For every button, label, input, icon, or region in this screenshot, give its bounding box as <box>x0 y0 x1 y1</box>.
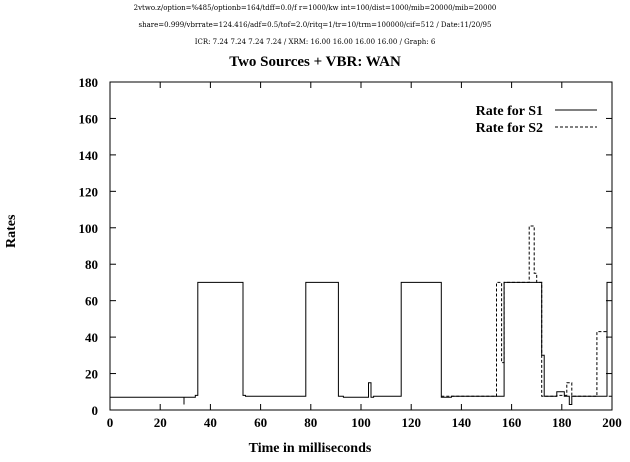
x-tick-label: 160 <box>502 415 522 430</box>
x-tick-label: 20 <box>154 415 167 430</box>
x-tick-label: 40 <box>204 415 217 430</box>
x-tick-label: 100 <box>351 415 371 430</box>
legend-label-s2: Rate for S2 <box>476 121 543 136</box>
chart-title: Two Sources + VBR: WAN <box>229 54 401 70</box>
y-tick-label: 160 <box>79 111 99 126</box>
legend-label-s1: Rate for S1 <box>476 104 543 119</box>
x-tick-label: 140 <box>452 415 472 430</box>
y-tick-label: 60 <box>85 294 98 309</box>
header-line-2: share=0.999/vbrrate=124.416/adf=0.5/tof=… <box>138 21 492 29</box>
y-tick-label: 0 <box>92 403 99 418</box>
series-line-s1 <box>110 281 612 405</box>
header-line-3: ICR: 7.24 7.24 7.24 7.24 / XRM: 16.00 16… <box>194 38 436 46</box>
x-tick-label: 200 <box>602 415 622 430</box>
y-tick-label: 180 <box>79 75 99 90</box>
x-tick-label: 60 <box>254 415 267 430</box>
y-tick-label: 100 <box>79 221 99 236</box>
x-tick-label: 120 <box>401 415 421 430</box>
y-tick-label: 120 <box>79 184 99 199</box>
series-line-s2 <box>441 225 612 397</box>
y-tick-label: 80 <box>85 257 98 272</box>
y-tick-label: 40 <box>85 330 98 345</box>
x-tick-label: 180 <box>552 415 572 430</box>
x-tick-label: 80 <box>304 415 317 430</box>
y-tick-label: 20 <box>85 367 98 382</box>
x-tick-label: 0 <box>107 415 114 430</box>
header-line-1: 2vtwo.z/option=%485/optionb=164/tdff=0.0… <box>133 4 497 12</box>
x-axis-label: Time in milliseconds <box>248 441 372 456</box>
y-tick-label: 140 <box>79 148 99 163</box>
